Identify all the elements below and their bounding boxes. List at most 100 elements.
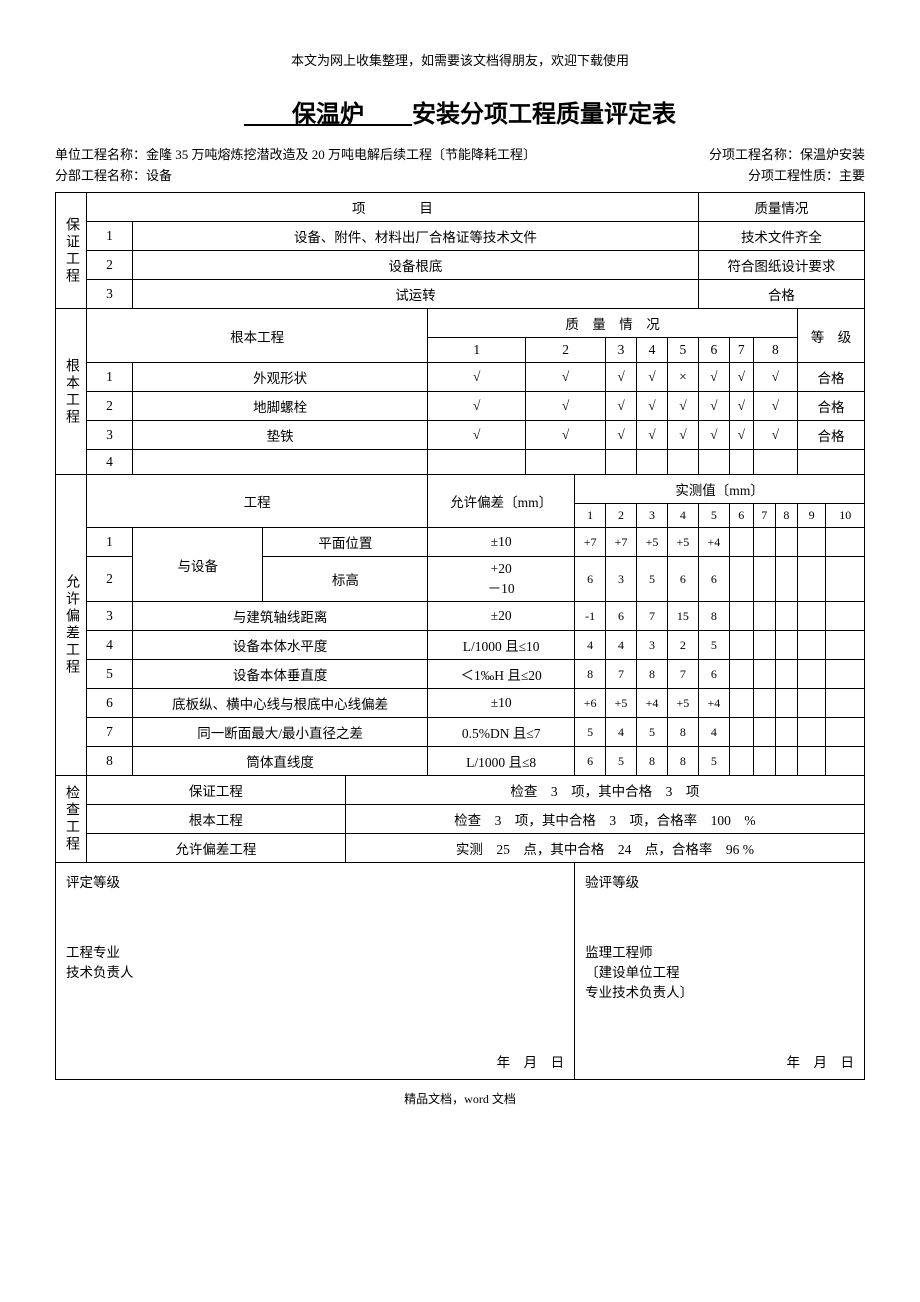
sec3-r1-v2: +7: [606, 528, 637, 557]
sec3-r3-v3: 7: [637, 602, 668, 631]
sec3-r3-item: 与建筑轴线距离: [133, 602, 428, 631]
sec3-r3-tol: ±20: [428, 602, 575, 631]
sec3-r5-v10: [826, 660, 865, 689]
sec2-r3-v7: √: [729, 421, 753, 450]
sec3-side: 允许偏差工程: [56, 475, 87, 776]
sec2-r2-v7: √: [729, 392, 753, 421]
sec3-r1-v1: +7: [575, 528, 606, 557]
sec3-col-1: 1: [575, 504, 606, 528]
sec2-r4-v2: [526, 450, 606, 475]
sec2-r1-v3: √: [606, 363, 637, 392]
sec2-r2-v6: √: [698, 392, 729, 421]
subitem-label: 分项工程名称：: [709, 147, 800, 162]
sec3-r4-v4: 2: [667, 631, 698, 660]
sec3-r1-item: 平面位置: [263, 528, 428, 557]
sign-left-top: 评定等级: [66, 871, 564, 891]
sec4-r1-b: 检查 3 项，其中合格 3 项: [345, 776, 864, 805]
sec3-r4-n: 4: [87, 631, 133, 660]
sign-left-date: 年 月 日: [66, 1051, 564, 1071]
sec2-r3-v5: √: [667, 421, 698, 450]
sec3-r6-v10: [826, 689, 865, 718]
sec2-r1-v6: √: [698, 363, 729, 392]
sec3-r4-v10: [826, 631, 865, 660]
sec3-r2-v7: [753, 557, 775, 602]
sec2-r4-v3: [606, 450, 637, 475]
sec3-r5-item: 设备本体垂直度: [133, 660, 428, 689]
sec2-r4-v7: [729, 450, 753, 475]
sign-right-date: 年 月 日: [585, 1051, 854, 1071]
sec1-r3-item: 试运转: [133, 280, 699, 309]
sec3-r8-v10: [826, 747, 865, 776]
sec3-r2-v10: [826, 557, 865, 602]
sec3-r5-v8: [775, 660, 797, 689]
sec3-r4-item: 设备本体水平度: [133, 631, 428, 660]
sec2-col-5: 5: [667, 338, 698, 363]
sec2-r4-n: 4: [87, 450, 133, 475]
sec3-r5-v5: 6: [698, 660, 729, 689]
sec3-r1-v8: [775, 528, 797, 557]
sec2-r3-v3: √: [606, 421, 637, 450]
sec3-r3-v2: 6: [606, 602, 637, 631]
sign-left-mid1: 工程专业: [66, 941, 564, 961]
section-value: 设备: [146, 168, 172, 183]
section-label: 分部工程名称：: [55, 168, 146, 183]
sec4-r2-a: 根本工程: [87, 805, 346, 834]
sec1-r1-q: 技术文件齐全: [698, 222, 864, 251]
sec1-r2-n: 2: [87, 251, 133, 280]
sec1-r2-q: 符合图纸设计要求: [698, 251, 864, 280]
sec2-col-3: 3: [606, 338, 637, 363]
sec3-col-9: 9: [797, 504, 825, 528]
sec3-r8-item: 筒体直线度: [133, 747, 428, 776]
sec3-r2-tol: +20－10: [428, 557, 575, 602]
sec2-r2-v5: √: [667, 392, 698, 421]
sec3-r3-v4: 15: [667, 602, 698, 631]
sec3-col-7: 7: [753, 504, 775, 528]
sec2-r4-v8: [753, 450, 797, 475]
sec3-r3-v5: 8: [698, 602, 729, 631]
sec3-r4-v6: [729, 631, 753, 660]
sec3-r4-v7: [753, 631, 775, 660]
sec3-r2-v6: [729, 557, 753, 602]
sec1-head-quality: 质量情况: [698, 193, 864, 222]
sec2-head-item: 根本工程: [87, 309, 428, 363]
sec3-r2-v9: [797, 557, 825, 602]
sec3-r6-tol: ±10: [428, 689, 575, 718]
sec2-r2-v8: √: [753, 392, 797, 421]
sec2-col-2: 2: [526, 338, 606, 363]
sec4-r3-a: 允许偏差工程: [87, 834, 346, 863]
info-row-1: 单位工程名称：金隆 35 万吨熔炼挖潜改造及 20 万吨电解后续工程〔节能降耗工…: [55, 144, 865, 163]
nature-value: 主要: [839, 168, 865, 183]
sec3-r3-v7: [753, 602, 775, 631]
sec3-r6-v4: +5: [667, 689, 698, 718]
sec2-side: 根本工程: [56, 309, 87, 475]
sec4-r3-b: 实测 25 点，其中合格 24 点，合格率 96 %: [345, 834, 864, 863]
sec2-r1-n: 1: [87, 363, 133, 392]
sec2-r1-v1: √: [428, 363, 526, 392]
sec3-col-6: 6: [729, 504, 753, 528]
sec3-r7-v2: 4: [606, 718, 637, 747]
sec2-r3-v6: √: [698, 421, 729, 450]
sec2-head-grade: 等 级: [797, 309, 864, 363]
sec3-r7-n: 7: [87, 718, 133, 747]
sec3-r5-v2: 7: [606, 660, 637, 689]
sec2-r4-item: [133, 450, 428, 475]
sec3-r4-v5: 5: [698, 631, 729, 660]
sec2-r1-v8: √: [753, 363, 797, 392]
sec3-r6-n: 6: [87, 689, 133, 718]
sec3-r8-n: 8: [87, 747, 133, 776]
sec4-side: 检查工程: [56, 776, 87, 863]
sec3-r2-v8: [775, 557, 797, 602]
sec3-r6-v8: [775, 689, 797, 718]
title-rest: 安装分项工程质量评定表: [412, 101, 676, 128]
sec3-r1-n: 1: [87, 528, 133, 557]
sec2-r4-v4: [637, 450, 668, 475]
sec2-r4-v5: [667, 450, 698, 475]
sec3-r3-v8: [775, 602, 797, 631]
sec3-r1-v6: [729, 528, 753, 557]
sec2-col-6: 6: [698, 338, 729, 363]
sec3-r3-v10: [826, 602, 865, 631]
sec2-r2-n: 2: [87, 392, 133, 421]
sec2-r2-v2: √: [526, 392, 606, 421]
title-subject: 保温炉: [292, 101, 364, 128]
sec3-r6-v2: +5: [606, 689, 637, 718]
